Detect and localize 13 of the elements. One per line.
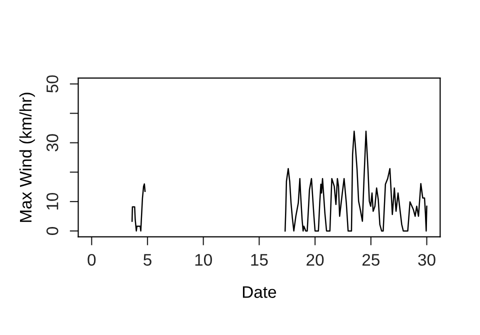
x-tick-label: 20 [306, 254, 324, 266]
y-tick-label: 50 [46, 75, 58, 93]
y-tick-label: 10 [46, 192, 58, 210]
x-tick-label: 0 [88, 254, 96, 266]
y-tick-label: 30 [46, 134, 58, 152]
y-tick-label: 0 [46, 226, 58, 235]
x-tick-label: 10 [195, 254, 212, 266]
x-tick-label: 15 [251, 254, 268, 266]
x-tick-label: 30 [418, 254, 436, 266]
y-axis-title: Max Wind (km/hr) [19, 92, 35, 222]
x-tick-label: 25 [362, 254, 380, 266]
x-tick-label: 5 [144, 254, 152, 266]
x-axis-title: Date [242, 286, 276, 298]
